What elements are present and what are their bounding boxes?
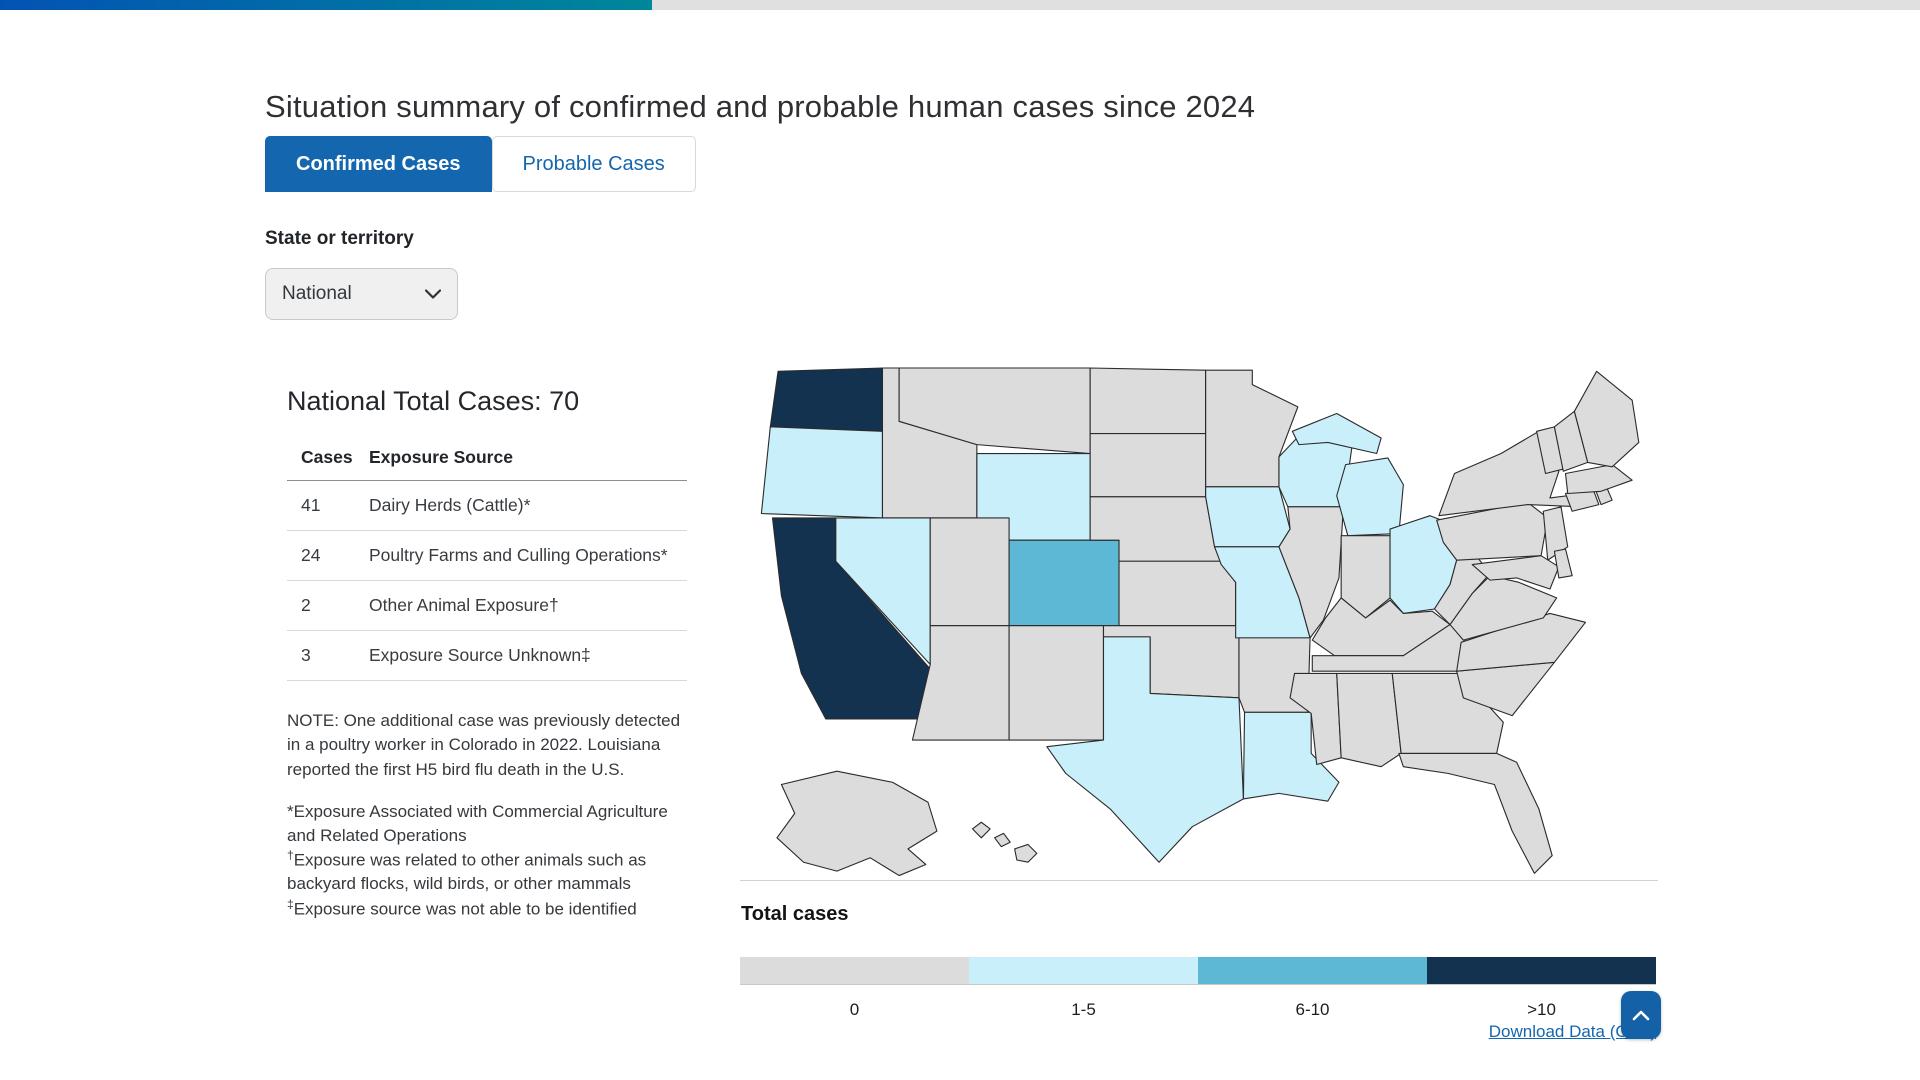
chevron-up-icon — [1632, 1010, 1650, 1020]
cases-table: Cases Exposure Source 41 Dairy Herds (Cat… — [287, 439, 687, 681]
download-data-link[interactable]: Download Data (CSV) — [1488, 1022, 1656, 1041]
table-row: 2 Other Animal Exposure† — [287, 580, 687, 631]
state-hi[interactable] — [1014, 843, 1038, 863]
state-ia[interactable] — [1205, 486, 1291, 548]
summary-panel: National Total Cases: 70 Cases Exposure … — [287, 386, 687, 938]
footnote-marker: † — [287, 848, 294, 863]
state-in[interactable] — [1340, 535, 1391, 619]
footnotes: *Exposure Associated with Commercial Agr… — [287, 800, 685, 921]
state-mi-upper[interactable] — [1291, 412, 1382, 455]
state-nj[interactable] — [1542, 506, 1569, 561]
state-mt[interactable] — [898, 367, 1091, 455]
footnote-text: Exposure source was not able to be ident… — [293, 899, 637, 919]
table-row: 24 Poultry Farms and Culling Operations* — [287, 530, 687, 581]
state-or[interactable] — [760, 426, 884, 519]
state-sd[interactable] — [1089, 432, 1207, 498]
state-me[interactable] — [1573, 370, 1640, 468]
exposure-source-value: Other Animal Exposure† — [369, 580, 687, 631]
legend-label: 0 — [849, 1000, 860, 1019]
exposure-source-value: Dairy Herds (Cattle)* — [369, 480, 687, 531]
legend-labels: 0 1-5 6-10 >10 — [740, 1000, 1656, 1020]
table-row: 41 Dairy Herds (Cattle)* — [287, 480, 687, 531]
tab-confirmed-cases[interactable]: Confirmed Cases — [265, 136, 492, 192]
state-il[interactable] — [1278, 506, 1344, 639]
top-accent-bar — [0, 0, 1920, 10]
state-co[interactable] — [1008, 539, 1120, 627]
state-wa[interactable] — [769, 367, 884, 432]
col-header-cases: Cases — [287, 439, 369, 481]
cases-value: 2 — [287, 580, 369, 631]
table-row: 3 Exposure Source Unknown‡ — [287, 630, 687, 681]
states-group — [760, 367, 1640, 877]
cases-value: 24 — [287, 530, 369, 581]
footnote-text: Exposure Associated with Commercial Agri… — [287, 802, 668, 845]
footnote-marker: * — [287, 802, 294, 822]
cases-value: 41 — [287, 480, 369, 531]
legend-segment — [740, 957, 969, 984]
state-ut[interactable] — [929, 517, 1010, 627]
exposure-source-value: Exposure Source Unknown‡ — [369, 630, 687, 681]
state-de[interactable] — [1553, 548, 1573, 579]
scroll-to-top-button[interactable] — [1621, 991, 1661, 1039]
state-hi[interactable] — [994, 832, 1011, 848]
state-select-value: National — [282, 283, 352, 304]
cases-table-body: 41 Dairy Herds (Cattle)* 24 Poultry Farms a… — [287, 480, 687, 681]
legend-segment — [969, 957, 1198, 984]
legend-segment — [1427, 957, 1656, 984]
footnote-text: Exposure was related to other animals su… — [287, 850, 647, 894]
chevron-down-icon — [425, 289, 441, 299]
page-title: Situation summary of confirmed and proba… — [265, 88, 1256, 124]
note-text: NOTE: One additional case was previously… — [287, 711, 681, 779]
legend-color-bar — [740, 957, 1656, 985]
tabs: Confirmed Cases Probable Cases — [265, 136, 696, 192]
state-ma[interactable] — [1564, 464, 1633, 495]
legend-label: 6-10 — [1295, 1000, 1330, 1019]
summary-title: National Total Cases: 70 — [287, 386, 580, 416]
us-choropleth-map — [740, 358, 1658, 881]
tab-probable-cases[interactable]: Probable Cases — [491, 136, 696, 192]
footnote-marker: ‡ — [287, 896, 294, 911]
state-mi[interactable] — [1336, 457, 1404, 537]
us-map-svg[interactable] — [740, 358, 1658, 880]
state-nd[interactable] — [1089, 367, 1207, 435]
state-az[interactable] — [911, 625, 1010, 741]
legend-segment — [1198, 957, 1427, 984]
state-la[interactable] — [1242, 711, 1340, 802]
state-md[interactable] — [1471, 555, 1560, 590]
top-accent-gradient — [0, 0, 652, 10]
state-hi[interactable] — [971, 821, 991, 839]
col-header-exposure-source: Exposure Source — [369, 439, 687, 481]
legend-label: >10 — [1527, 1000, 1556, 1019]
exposure-source-value: Poultry Farms and Culling Operations* — [369, 530, 687, 581]
cases-value: 3 — [287, 630, 369, 681]
state-fl[interactable] — [1398, 752, 1553, 874]
state-ks[interactable] — [1118, 560, 1237, 627]
state-select[interactable]: National — [265, 268, 458, 320]
state-nm[interactable] — [1008, 625, 1105, 741]
state-al[interactable] — [1336, 672, 1402, 768]
legend-label: 1-5 — [1071, 1000, 1096, 1019]
state-tx[interactable] — [1046, 636, 1244, 863]
state-ak[interactable] — [776, 770, 938, 877]
legend-title: Total cases — [741, 903, 849, 925]
state-territory-label: State or territory — [265, 228, 414, 249]
